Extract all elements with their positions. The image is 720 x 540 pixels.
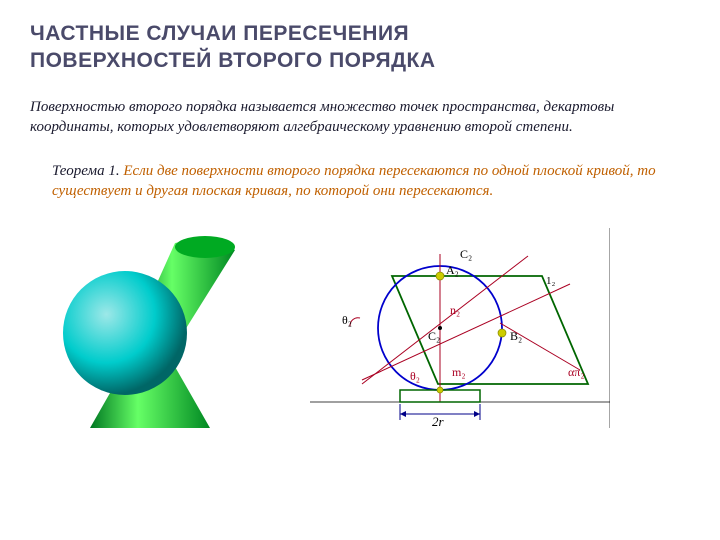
theorem-label: Теорема 1.	[52, 163, 120, 179]
marker-A	[436, 272, 444, 280]
label-12: 1₂	[546, 275, 556, 287]
figure-2d-construction: C₂ A₂ n₂ C₂ B₂ 1₂ θ₂ θ₂ m₂ απ₂ 2r	[310, 228, 610, 428]
title-line-2: ПОВЕРХНОСТЕЙ ВТОРОГО ПОРЯДКА	[30, 49, 436, 72]
page-title: ЧАСТНЫЕ СЛУЧАИ ПЕРЕСЕЧЕНИЯ ПОВЕРХНОСТЕЙ …	[30, 20, 690, 75]
dim-arrow-right	[474, 411, 480, 417]
label-B: B₂	[510, 329, 522, 343]
label-top-C: C₂	[460, 247, 472, 261]
label-alpha: απ₂	[568, 365, 585, 379]
definition-text: Поверхностью второго порядка называется …	[30, 97, 690, 138]
label-theta-left: θ₂	[342, 313, 352, 327]
figures-row: C₂ A₂ n₂ C₂ B₂ 1₂ θ₂ θ₂ m₂ απ₂ 2r	[30, 228, 690, 428]
cone-top-cap	[175, 236, 235, 258]
marker-B	[498, 329, 506, 337]
theorem-block: Теорема 1. Если две поверхности второго …	[52, 161, 690, 202]
label-2r: 2r	[432, 414, 445, 428]
dim-arrow-left	[400, 411, 406, 417]
title-line-1: ЧАСТНЫЕ СЛУЧАИ ПЕРЕСЕЧЕНИЯ	[30, 22, 409, 45]
label-n: n₂	[450, 303, 460, 317]
label-center-C: C₂	[428, 329, 440, 343]
sphere	[63, 271, 187, 395]
label-m: m₂	[452, 365, 466, 379]
label-A: A₂	[446, 263, 459, 277]
theorem-text: Если две поверхности второго порядка пер…	[52, 163, 656, 199]
label-theta-bottom: θ₂	[410, 369, 420, 383]
figure-3d-cone-sphere	[30, 228, 270, 428]
m-line	[362, 284, 570, 380]
marker-bottom	[437, 387, 443, 393]
